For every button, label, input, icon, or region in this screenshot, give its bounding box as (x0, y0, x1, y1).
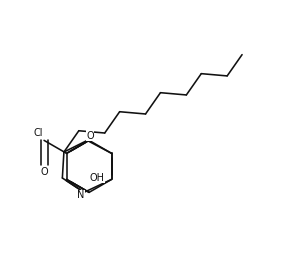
Text: O: O (40, 167, 48, 177)
Text: O: O (86, 131, 94, 141)
Text: OH: OH (90, 173, 105, 183)
Text: Cl: Cl (33, 128, 43, 138)
Text: N: N (77, 190, 85, 200)
